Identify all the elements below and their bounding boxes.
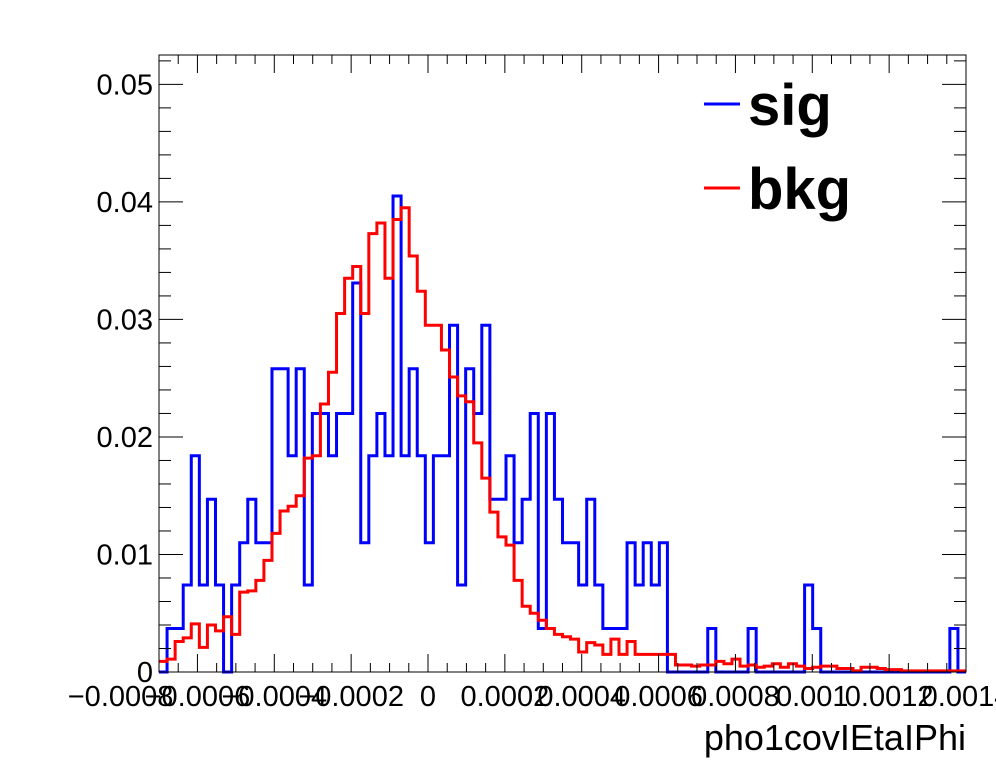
series-bkg-line	[159, 206, 966, 673]
legend: sig bkg	[704, 73, 851, 222]
y-tick-label: 0.05	[97, 69, 153, 101]
x-tick-label: 0.001	[776, 681, 849, 713]
legend-label-bkg: bkg	[748, 157, 851, 222]
x-tick-label: −0.0006	[145, 681, 251, 713]
x-tick-label: 0.0004	[537, 681, 626, 713]
x-tick-label: −0.0008	[68, 681, 174, 713]
legend-label-sig: sig	[748, 73, 832, 138]
x-tick-label: −0.0002	[298, 681, 404, 713]
y-tick-label: 0.03	[97, 304, 153, 336]
x-tick-label: 0.0008	[691, 681, 780, 713]
x-tick-label: 0.0014	[922, 681, 996, 713]
x-tick-label: −0.0004	[221, 681, 327, 713]
y-tick-label: 0	[137, 657, 153, 689]
x-tick-label: 0.0006	[614, 681, 703, 713]
x-tick-label: 0.0012	[845, 681, 934, 713]
y-tick-label: 0.01	[97, 539, 153, 571]
x-axis-title: pho1covIEtaIPhi	[704, 717, 966, 758]
y-tick-label: 0.02	[97, 422, 153, 454]
y-tick-label: 0.04	[97, 187, 153, 219]
x-tick-label: 0	[420, 681, 436, 713]
x-tick-label: 0.0002	[461, 681, 550, 713]
